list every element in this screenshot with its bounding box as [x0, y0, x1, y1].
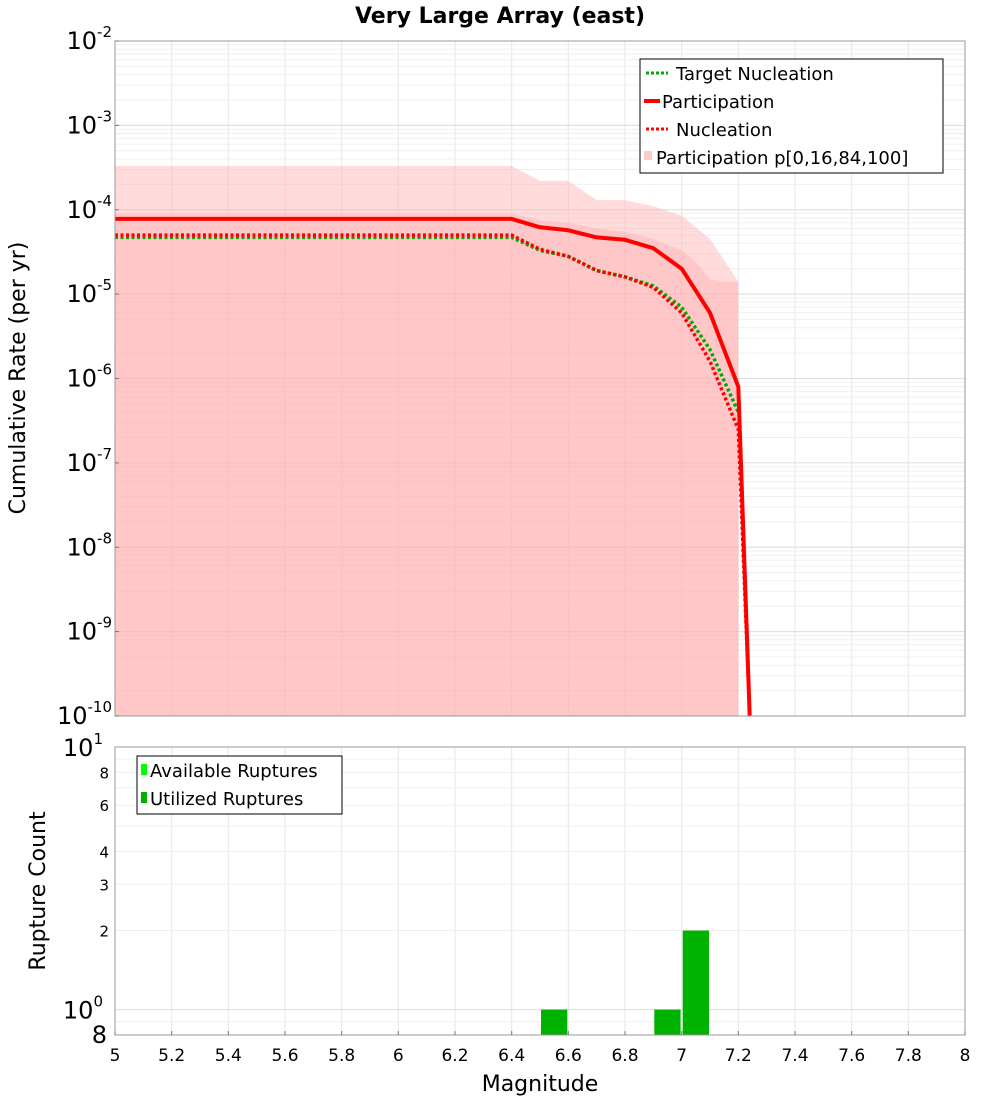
- x-tick-label: 5.2: [158, 1046, 185, 1066]
- series-line-target-nucleation: [115, 235, 740, 413]
- rate-y-tick-label: 10-10: [57, 698, 112, 730]
- x-tick-label: 5.8: [328, 1046, 355, 1066]
- legend-participation-band-swatch: [644, 151, 652, 160]
- rate-panel: 10-2 10-3 10-4 10-5 10-6 10-7 10-8 10-9 10-10 Cu…: [6, 23, 966, 730]
- count-legend-box: [136, 755, 343, 815]
- x-tick-label: 8: [960, 1046, 971, 1066]
- series-line-participation: [115, 216, 752, 717]
- x-tick-label: 6: [393, 1046, 404, 1066]
- utilized-rupture-bar: [654, 1009, 681, 1035]
- x-tick-label: 6.4: [498, 1046, 525, 1066]
- x-tick-label: 7: [676, 1046, 687, 1066]
- count-y-tick-label: 101: [63, 730, 103, 762]
- legend-available-label: Available Ruptures: [150, 761, 318, 782]
- rate-y-tick-label: 10-9: [66, 614, 112, 646]
- count-x-ticks: 5 5.2 5.4 5.6 5.8 6 6.2 6.4 6.6 6.8 7 7.2 7.4 7.6 7.8 8: [110, 1031, 971, 1066]
- rate-y-axis-label: Cumulative Rate (per yr): [6, 242, 31, 515]
- x-axis-label: Magnitude: [482, 1072, 599, 1097]
- count-bars: [541, 930, 709, 1035]
- legend-available-swatch: [141, 764, 147, 775]
- participation-band-outer: [115, 166, 739, 716]
- x-tick-label: 7.4: [781, 1046, 808, 1066]
- rate-y-tick-label: 10-7: [66, 445, 112, 477]
- utilized-rupture-bar: [682, 930, 709, 1035]
- rate-y-tick-label: 10-6: [66, 361, 112, 393]
- legend-utilized-swatch: [141, 792, 147, 803]
- legend-nucleation-label: Nucleation: [676, 120, 772, 141]
- legend-participation-band-label: Participation p[0,16,84,100]: [656, 148, 908, 169]
- count-plot-frame: [114, 746, 966, 1036]
- legend-utilized-label: Utilized Ruptures: [150, 789, 303, 810]
- x-tick-label: 7.8: [895, 1046, 922, 1066]
- rate-y-tick-label: 10-3: [66, 107, 112, 139]
- count-y-tick-label: 4: [99, 844, 109, 862]
- count-y-axis-label: Rupture Count: [26, 811, 51, 971]
- count-y-tick-label: 100: [63, 993, 103, 1025]
- rate-grid: [114, 41, 966, 717]
- count-y-tick-label: 6: [99, 797, 109, 815]
- x-tick-label: 6.8: [611, 1046, 638, 1066]
- legend-participation-label: Participation: [662, 92, 774, 113]
- rate-y-ticks: 10-2 10-3 10-4 10-5 10-6 10-7 10-8 10-9 10-10: [57, 23, 119, 730]
- series-line-nucleation: [115, 233, 752, 717]
- rate-legend-box: [639, 58, 944, 174]
- participation-band-inner: [115, 213, 739, 716]
- rate-y-tick-label: 10-8: [66, 529, 112, 561]
- utilized-rupture-bar: [541, 1009, 568, 1035]
- rate-legend: Target Nucleation Participation Nucleati…: [639, 58, 944, 174]
- x-tick-label: 7.2: [725, 1046, 752, 1066]
- chart-title: Very Large Array (east): [355, 4, 645, 29]
- rate-y-tick-label: 10-4: [66, 192, 112, 224]
- rate-y-tick-label: 10-5: [66, 276, 112, 308]
- x-tick-label: 6.6: [555, 1046, 582, 1066]
- rate-y-tick-label: 10-2: [66, 23, 112, 55]
- count-y-tick-label: 2: [99, 923, 109, 941]
- rate-lines: [115, 216, 752, 717]
- x-tick-label: 5: [110, 1046, 121, 1066]
- x-tick-label: 5.6: [271, 1046, 298, 1066]
- x-tick-label: 7.6: [838, 1046, 865, 1066]
- count-y-tick-label: 3: [99, 876, 109, 894]
- count-y-tick-label: 8: [92, 1021, 107, 1049]
- x-tick-label: 6.2: [441, 1046, 468, 1066]
- count-y-tick-label: 8: [99, 764, 109, 782]
- legend-target-nucleation-label: Target Nucleation: [675, 64, 834, 85]
- count-legend: Available Ruptures Utilized Ruptures: [136, 755, 343, 815]
- rate-bands: [115, 166, 739, 716]
- x-tick-label: 5.4: [215, 1046, 242, 1066]
